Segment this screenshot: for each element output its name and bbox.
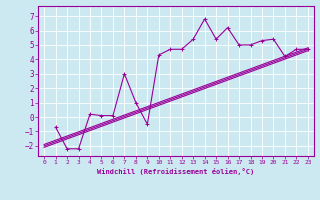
X-axis label: Windchill (Refroidissement éolien,°C): Windchill (Refroidissement éolien,°C) bbox=[97, 168, 255, 175]
